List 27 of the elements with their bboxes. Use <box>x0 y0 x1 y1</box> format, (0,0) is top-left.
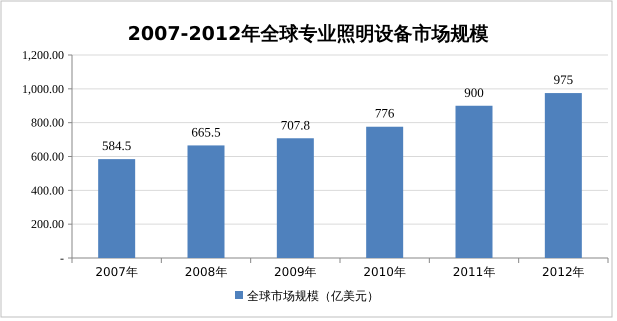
x-tick-label: 2011年 <box>452 265 496 279</box>
data-label: 900 <box>464 84 484 100</box>
x-tick-label: 2007年 <box>95 265 138 279</box>
data-label: 975 <box>554 72 574 88</box>
y-tick-label: 800.00 <box>31 116 64 130</box>
data-label: 665.5 <box>191 124 221 140</box>
bar <box>456 106 492 258</box>
y-tick-label: 200.00 <box>31 217 64 232</box>
legend-label: 全球市场规模（亿美元） <box>247 289 379 303</box>
bar <box>188 145 224 258</box>
data-label: 584.5 <box>102 138 132 154</box>
data-label: 776 <box>374 106 395 121</box>
y-tick-label: 400.00 <box>31 183 64 198</box>
y-tick-label: 600.00 <box>31 150 64 164</box>
y-tick-label: - <box>60 251 64 265</box>
x-tick-label: 2008年 <box>184 265 228 279</box>
x-tick-label: 2012年 <box>542 265 585 279</box>
bar <box>98 159 136 258</box>
y-tick-label: 1,200.00 <box>22 48 64 62</box>
bar <box>366 126 404 258</box>
x-tick-label: 2009年 <box>274 265 317 279</box>
chart-title: 2007-2012年全球专业照明设备市场规模 <box>128 23 488 45</box>
x-tick-label: 2010年 <box>363 265 406 279</box>
data-label: 707.8 <box>280 117 310 132</box>
y-tick-label: 1,000.00 <box>22 82 64 96</box>
bar <box>544 93 582 258</box>
bar <box>276 138 314 258</box>
